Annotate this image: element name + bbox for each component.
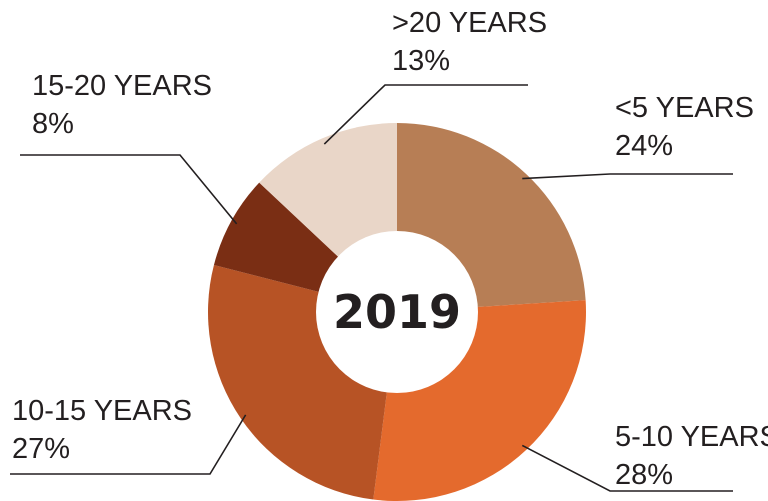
- leader-line-2: [10, 414, 247, 475]
- slice-label-0: <5 YEARS: [615, 92, 754, 124]
- slice-labels: <5 YEARS 24% 5-10 YEARS 28% 10-15 YEARS 27% 15…: [12, 7, 768, 491]
- slice-value-2: 27%: [12, 433, 70, 465]
- donut-hole: [316, 231, 478, 393]
- slice-label-2: 10-15 YEARS: [12, 395, 192, 427]
- center-year-label: 2019: [333, 285, 461, 339]
- leader-line-0: [522, 173, 733, 180]
- slice-value-1: 28%: [615, 459, 673, 491]
- slice-value-0: 24%: [615, 130, 673, 162]
- slice-value-3: 8%: [32, 108, 74, 140]
- slice-label-4: >20 YEARS: [392, 7, 547, 39]
- leader-line-3: [20, 154, 238, 225]
- leader-lines: [10, 84, 733, 492]
- leader-line-4: [323, 84, 528, 145]
- leader-line-1: [521, 444, 733, 492]
- slice-value-4: 13%: [392, 45, 450, 77]
- slice-label-3: 15-20 YEARS: [32, 70, 212, 102]
- slice-label-1: 5-10 YEARS: [615, 421, 768, 453]
